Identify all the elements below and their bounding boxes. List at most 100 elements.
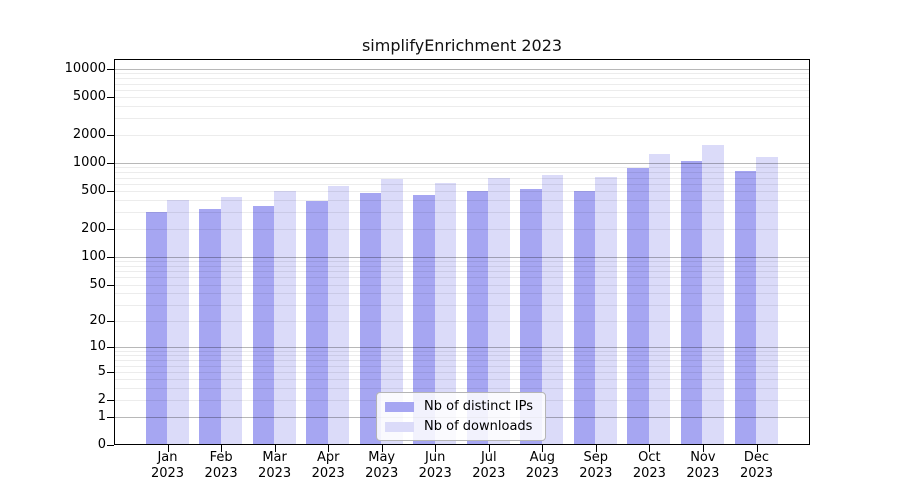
minor-gridline <box>114 228 810 230</box>
y-tick-label: 5000 <box>72 89 106 105</box>
x-tick-label-line: Apr <box>316 450 340 465</box>
x-tick-mark <box>435 445 437 452</box>
bar-downloads <box>488 177 510 444</box>
x-tick-label: Jan 2023 <box>138 450 198 482</box>
bar-downloads <box>327 185 350 444</box>
x-tick-mark <box>542 445 544 452</box>
x-tick-label-line: Jul <box>480 450 497 465</box>
x-tick-mark <box>221 445 223 452</box>
major-gridline <box>114 163 810 164</box>
y-tick-mark <box>107 445 114 446</box>
x-tick-label-line: Jan <box>157 450 178 465</box>
x-tick-mark <box>328 445 330 452</box>
x-tick-label-line: Dec <box>743 450 770 465</box>
bar-ips <box>573 190 596 444</box>
minor-gridline <box>114 388 810 390</box>
minor-gridline <box>114 83 810 85</box>
legend-label: Nb of downloads <box>424 419 533 434</box>
legend-swatch-downloads <box>385 421 415 432</box>
x-tick-label-line: 2023 <box>311 466 345 481</box>
y-tick-mark <box>107 400 114 402</box>
x-tick-mark <box>488 445 490 452</box>
major-gridline <box>114 69 810 70</box>
y-tick-mark <box>107 284 114 286</box>
bar-ips <box>199 208 221 444</box>
minor-gridline <box>114 355 810 357</box>
x-tick-label-line: 2023 <box>472 466 506 481</box>
y-tick-label: 500 <box>81 183 106 199</box>
x-tick-label: Jun 2023 <box>405 450 465 482</box>
x-tick-label-line: Aug <box>529 450 555 465</box>
y-tick-label: 20 <box>89 312 106 328</box>
x-tick-label: Dec 2023 <box>727 450 787 482</box>
x-tick-label: Feb 2023 <box>191 450 251 482</box>
x-tick-label: Apr 2023 <box>298 450 358 482</box>
major-gridline <box>114 347 810 349</box>
x-tick-label-line: 2023 <box>632 466 666 481</box>
x-tick-label: Aug 2023 <box>512 450 572 482</box>
y-tick-mark <box>107 134 114 136</box>
minor-gridline <box>114 379 810 381</box>
bar-ips <box>413 195 435 444</box>
y-tick-label: 5 <box>97 363 106 379</box>
x-tick-label-line: Sep <box>583 450 609 465</box>
minor-gridline <box>114 271 810 272</box>
chart-title: simplifyEnrichment 2023 <box>361 36 563 55</box>
minor-gridline <box>114 177 810 179</box>
x-tick-label-line: 2023 <box>150 466 185 481</box>
y-tick-label: 200 <box>81 220 106 236</box>
x-tick-mark <box>381 445 383 452</box>
bar-downloads <box>167 200 189 444</box>
minor-gridline <box>114 260 810 262</box>
minor-gridline <box>114 365 810 367</box>
x-tick-label: Nov 2023 <box>673 450 733 482</box>
bar-downloads <box>702 145 724 444</box>
minor-gridline <box>114 73 810 75</box>
x-tick-label-line: Mar <box>262 450 287 465</box>
x-tick-label-line: 2023 <box>579 466 613 481</box>
x-tick-label-line: Feb <box>209 450 233 465</box>
bar-ips <box>520 188 542 444</box>
minor-gridline <box>114 89 810 91</box>
x-tick-label: Oct 2023 <box>619 450 679 482</box>
bar-downloads <box>648 153 671 444</box>
bar-ips <box>680 161 703 444</box>
x-tick-label-line: 2023 <box>365 466 399 481</box>
x-tick-mark <box>167 445 169 452</box>
minor-gridline <box>114 78 810 80</box>
y-tick-label: 50 <box>89 276 106 292</box>
minor-gridline <box>114 106 810 108</box>
y-tick-label: 100 <box>81 248 106 264</box>
minor-gridline <box>114 320 810 322</box>
x-tick-label-line: 2023 <box>258 466 292 481</box>
y-tick-mark <box>107 347 114 349</box>
x-tick-label: May 2023 <box>352 450 412 482</box>
major-gridline <box>114 256 810 258</box>
minor-gridline <box>114 167 810 169</box>
legend-row: Nb of downloads <box>385 419 533 434</box>
x-tick-mark <box>702 445 704 452</box>
y-tick-mark <box>107 416 114 418</box>
y-tick-mark <box>107 371 114 373</box>
y-tick-mark <box>107 320 114 322</box>
x-tick-mark <box>595 445 597 452</box>
x-tick-label-line: May <box>368 450 396 465</box>
x-tick-label-line: 2023 <box>739 466 774 481</box>
bar-downloads <box>434 182 457 444</box>
y-tick-mark <box>107 163 114 164</box>
x-tick-label-line: Jun <box>425 450 446 465</box>
bar-downloads <box>381 179 403 444</box>
y-tick-mark <box>107 69 114 70</box>
legend-row: Nb of distinct IPs <box>385 399 533 414</box>
bar-downloads <box>541 175 564 444</box>
minor-gridline <box>114 284 810 286</box>
bar-ips <box>466 190 489 444</box>
bar-downloads <box>274 190 296 444</box>
bar-downloads <box>220 196 243 444</box>
bar-ips <box>252 205 275 444</box>
minor-gridline <box>114 212 810 213</box>
legend: Nb of distinct IPs Nb of downloads <box>376 392 546 441</box>
bar-ips <box>145 212 167 444</box>
x-tick-label: Mar 2023 <box>245 450 305 482</box>
x-tick-label-line: 2023 <box>418 466 452 481</box>
